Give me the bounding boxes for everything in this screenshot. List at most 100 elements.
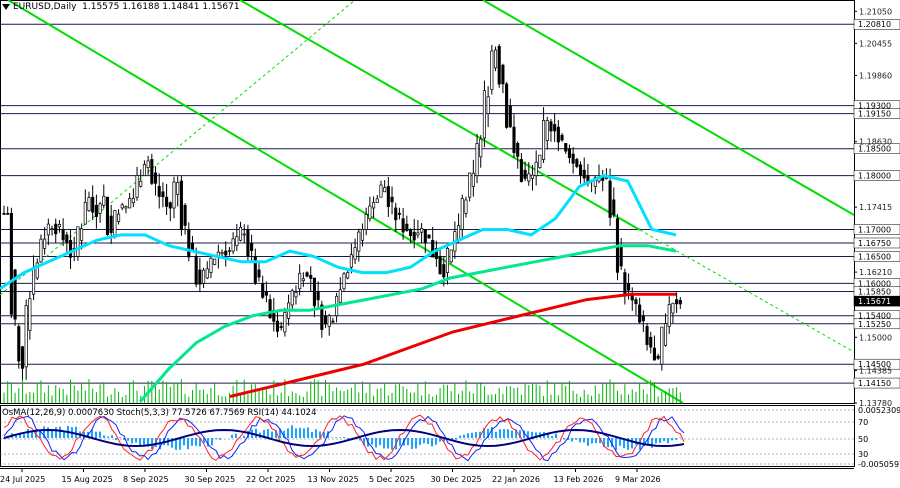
candle-body: [135, 175, 139, 198]
candle-body: [353, 247, 357, 260]
candle-body: [556, 126, 560, 143]
date-tick-label: 8 Sep 2025: [123, 475, 169, 484]
candle-body: [253, 256, 257, 284]
candle-body: [113, 210, 117, 236]
trend-line: [239, 0, 641, 231]
candle-body: [442, 264, 446, 278]
candle-body: [660, 326, 664, 365]
candle-body: [124, 206, 128, 209]
candle-body: [120, 204, 124, 209]
candle-body: [331, 320, 335, 323]
candle-body: [43, 238, 47, 249]
candle-body: [146, 160, 150, 168]
candle-body: [13, 269, 17, 320]
candle-body: [656, 355, 660, 359]
candle-body: [153, 172, 158, 184]
candle-body: [65, 234, 69, 243]
ema-mid-line: [138, 244, 677, 403]
candle-body: [150, 159, 154, 184]
candle-body: [117, 213, 121, 222]
date-tick-label: 24 Jul 2025: [0, 475, 45, 484]
candle-body: [57, 223, 61, 228]
candle-body: [412, 231, 416, 241]
level-label: 1.17000: [858, 226, 891, 235]
candle-body: [578, 164, 583, 177]
candle-body: [571, 153, 575, 164]
dropdown-triangle-icon[interactable]: [2, 3, 10, 10]
candle-body: [645, 326, 649, 345]
candle-body: [102, 195, 106, 206]
candle-body: [627, 283, 631, 291]
trend-line: [7, 0, 684, 404]
candle-body: [227, 250, 231, 253]
candle-body: [549, 121, 553, 132]
candle-body: [35, 262, 39, 279]
candle-body: [593, 177, 597, 187]
candle-body: [220, 252, 224, 255]
price-tick-label: 1.19860: [859, 71, 892, 80]
candle-body: [416, 232, 420, 236]
trend-line: [482, 0, 855, 216]
candle-body: [268, 299, 272, 319]
candle-body: [519, 159, 523, 182]
candle-body: [20, 346, 25, 369]
candle-body: [246, 229, 250, 257]
candle-body: [338, 289, 342, 303]
candle-body: [405, 223, 409, 231]
price-tick-label: 1.15000: [859, 333, 892, 342]
candle-body: [553, 124, 557, 132]
candle-body: [194, 256, 198, 285]
candle-body: [2, 213, 6, 215]
price-tick-label: 1.16210: [859, 268, 892, 277]
candle-body: [213, 258, 217, 265]
level-label-box: [853, 224, 900, 235]
candle-body: [231, 238, 235, 252]
candle-body: [530, 174, 535, 179]
candle-body: [264, 291, 268, 296]
level-label: 1.19150: [858, 110, 891, 119]
candle-body: [139, 180, 143, 187]
level-label-box: [853, 18, 900, 30]
candle-body: [379, 184, 383, 198]
candle-body: [54, 223, 58, 235]
candle-body: [32, 268, 36, 295]
candle-body: [505, 83, 509, 128]
candle-body: [349, 254, 353, 268]
candle-body: [582, 169, 586, 179]
candle-body: [305, 272, 309, 277]
date-tick-label: 22 Oct 2025: [246, 475, 295, 484]
candle-body: [516, 142, 520, 157]
candle-body: [316, 291, 320, 301]
trend-line-dashed: [639, 229, 855, 353]
level-label: 1.19300: [858, 102, 891, 111]
candle-body: [482, 90, 486, 139]
date-tick-label: 9 Mar 2026: [615, 475, 661, 484]
level-label: 1.14500: [858, 360, 891, 369]
candle-body: [619, 245, 623, 267]
candle-body: [279, 326, 283, 328]
level-label: 1.20810: [858, 20, 891, 29]
chart-header: EURUSD,Daily 1.15575 1.16188 1.14841 1.1…: [2, 2, 240, 12]
level-label-box: [853, 358, 900, 370]
date-tick-label: 30 Sep 2025: [185, 475, 236, 484]
date-tick-label: 13 Nov 2025: [308, 475, 359, 484]
candle-body: [94, 204, 98, 217]
candle-body: [323, 315, 328, 325]
candle-body: [675, 299, 679, 305]
candle-body: [612, 199, 616, 216]
candle-body: [9, 213, 13, 315]
level-label-box: [853, 143, 900, 154]
candle-body: [275, 320, 280, 332]
candle-body: [678, 300, 682, 305]
stoch-main-line: [3, 415, 685, 462]
candle-body: [87, 197, 91, 212]
candle-body: [497, 45, 501, 85]
candle-body: [320, 304, 324, 330]
level-label: 1.18500: [858, 145, 891, 154]
candle-body: [368, 205, 372, 220]
price-tick-label: 1.18630: [859, 138, 892, 147]
candle-body: [671, 302, 675, 314]
candle-body: [131, 197, 135, 203]
